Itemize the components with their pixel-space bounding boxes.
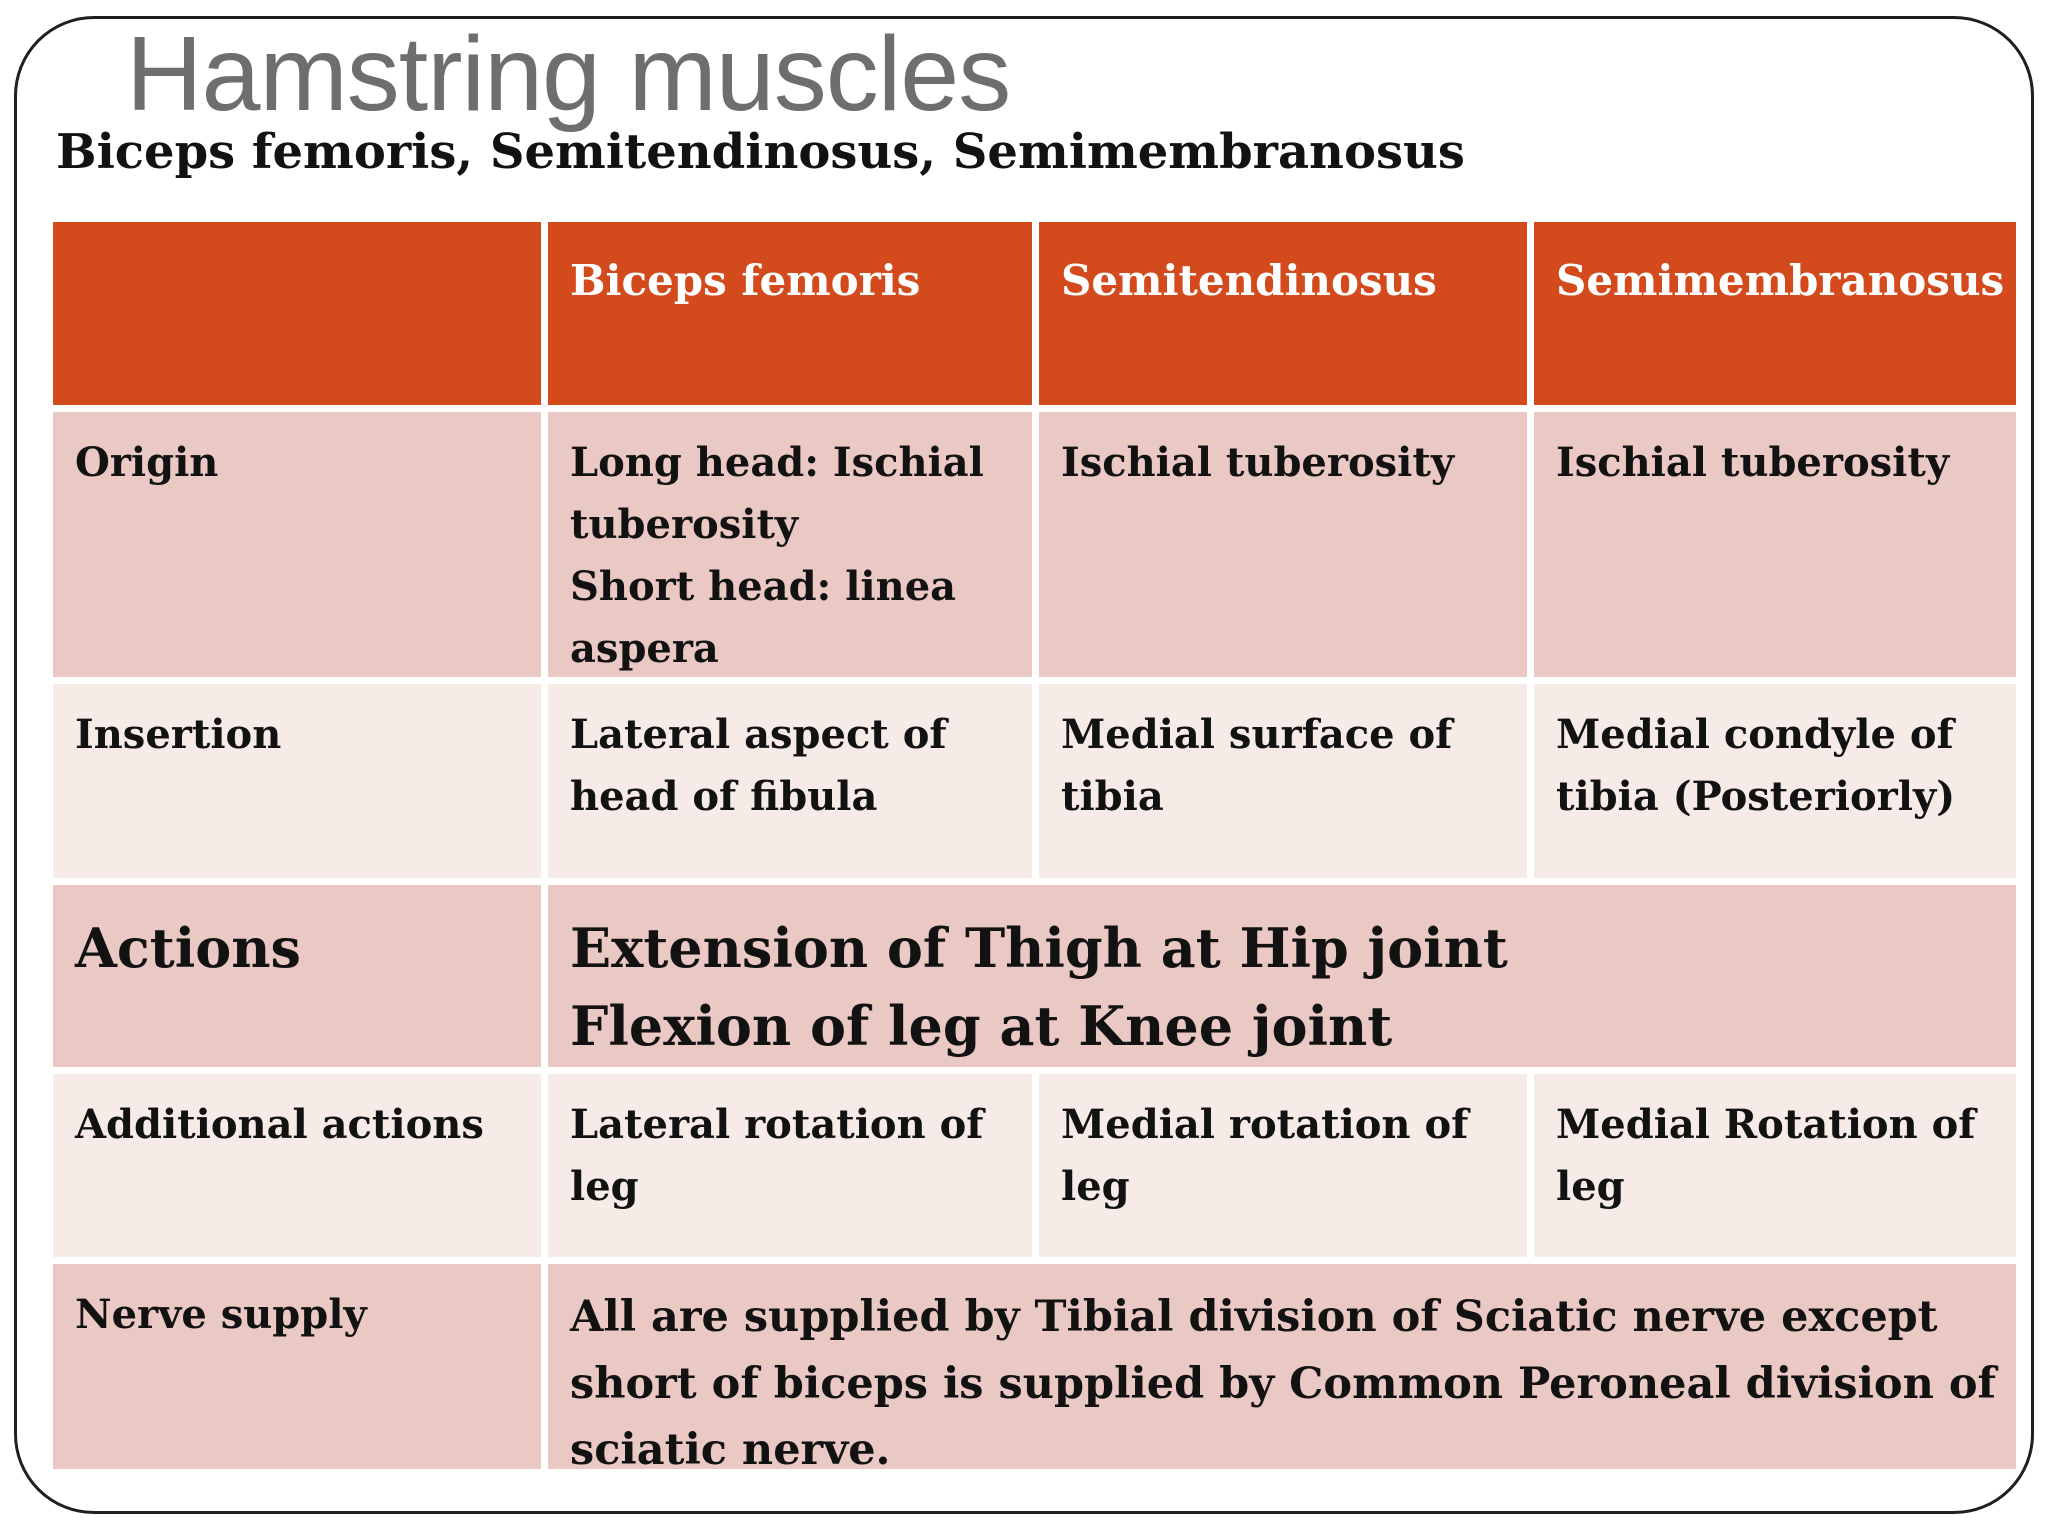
insertion-semitendinosus: Medial surface of tibia <box>1039 684 1527 878</box>
actions-all-muscles: Extension of Thigh at Hip joint Flexion … <box>548 885 2016 1067</box>
row-label-actions: Actions <box>53 885 541 1067</box>
origin-semitendinosus: Ischial tuberosity <box>1039 412 1527 677</box>
hamstring-comparison-table: Biceps femoris Semitendinosus Semimembra… <box>53 222 2016 1469</box>
slide-subtitle: Biceps femoris, Semitendinosus, Semimemb… <box>56 124 1465 180</box>
header-cell-biceps-femoris: Biceps femoris <box>548 222 1032 405</box>
origin-semimembranosus: Ischial tuberosity <box>1534 412 2016 677</box>
header-cell-semitendinosus: Semitendinosus <box>1039 222 1527 405</box>
insertion-semimembranosus: Medial condyle of tibia (Posteriorly) <box>1534 684 2016 878</box>
nerve-supply-all-muscles: All are supplied by Tibial division of S… <box>548 1264 2016 1469</box>
slide-title: Hamstring muscles <box>126 15 1011 133</box>
additional-actions-semimembranosus: Medial Rotation of leg <box>1534 1074 2016 1257</box>
origin-biceps-femoris: Long head: Ischial tuberosity Short head… <box>548 412 1032 677</box>
header-cell-semimembranosus: Semimembranosus <box>1534 222 2016 405</box>
insertion-biceps-femoris: Lateral aspect of head of fibula <box>548 684 1032 878</box>
additional-actions-biceps-femoris: Lateral rotation of leg <box>548 1074 1032 1257</box>
row-label-nerve-supply: Nerve supply <box>53 1264 541 1469</box>
additional-actions-semitendinosus: Medial rotation of leg <box>1039 1074 1527 1257</box>
header-cell-empty <box>53 222 541 405</box>
slide-border-frame <box>14 16 2034 1514</box>
row-label-insertion: Insertion <box>53 684 541 878</box>
row-label-additional-actions: Additional actions <box>53 1074 541 1257</box>
row-label-origin: Origin <box>53 412 541 677</box>
